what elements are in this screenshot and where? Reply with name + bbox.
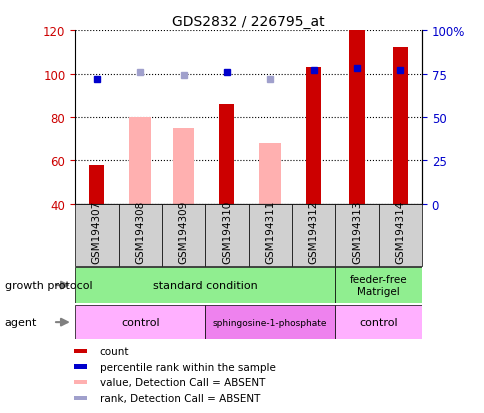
Bar xyxy=(205,305,334,339)
Text: percentile rank within the sample: percentile rank within the sample xyxy=(100,362,275,372)
Bar xyxy=(378,204,421,266)
Bar xyxy=(74,396,87,400)
Bar xyxy=(118,204,162,266)
Bar xyxy=(219,104,234,204)
Bar xyxy=(291,204,334,266)
Text: agent: agent xyxy=(5,317,37,328)
Text: standard condition: standard condition xyxy=(152,280,257,290)
Text: GSM194308: GSM194308 xyxy=(135,200,145,263)
Text: count: count xyxy=(100,346,129,356)
Text: growth protocol: growth protocol xyxy=(5,280,92,290)
Bar xyxy=(74,365,87,369)
Bar xyxy=(334,305,421,339)
Bar xyxy=(162,204,205,266)
Text: GSM194307: GSM194307 xyxy=(91,200,102,263)
Text: rank, Detection Call = ABSENT: rank, Detection Call = ABSENT xyxy=(100,393,259,403)
Text: GSM194309: GSM194309 xyxy=(178,200,188,263)
Text: control: control xyxy=(121,317,159,328)
Text: sphingosine-1-phosphate: sphingosine-1-phosphate xyxy=(212,318,327,327)
Bar xyxy=(259,144,281,204)
Bar xyxy=(129,118,151,204)
Text: value, Detection Call = ABSENT: value, Detection Call = ABSENT xyxy=(100,377,265,387)
Text: GSM194311: GSM194311 xyxy=(265,200,274,263)
Bar xyxy=(248,204,291,266)
Bar xyxy=(89,165,104,204)
Bar xyxy=(74,380,87,385)
Bar xyxy=(205,204,248,266)
Bar xyxy=(75,305,205,339)
Title: GDS2832 / 226795_at: GDS2832 / 226795_at xyxy=(172,14,324,28)
Text: feeder-free
Matrigel: feeder-free Matrigel xyxy=(349,275,407,296)
Bar xyxy=(334,267,421,304)
Bar xyxy=(334,204,378,266)
Text: GSM194314: GSM194314 xyxy=(394,200,405,263)
Bar xyxy=(75,204,118,266)
Bar xyxy=(172,128,194,204)
Text: GSM194313: GSM194313 xyxy=(351,200,361,263)
Bar xyxy=(75,267,334,304)
Text: control: control xyxy=(359,317,397,328)
Bar xyxy=(74,349,87,353)
Bar xyxy=(305,68,320,204)
Bar xyxy=(348,29,364,204)
Text: GSM194312: GSM194312 xyxy=(308,200,318,263)
Text: GSM194310: GSM194310 xyxy=(222,200,231,263)
Bar xyxy=(392,48,407,204)
